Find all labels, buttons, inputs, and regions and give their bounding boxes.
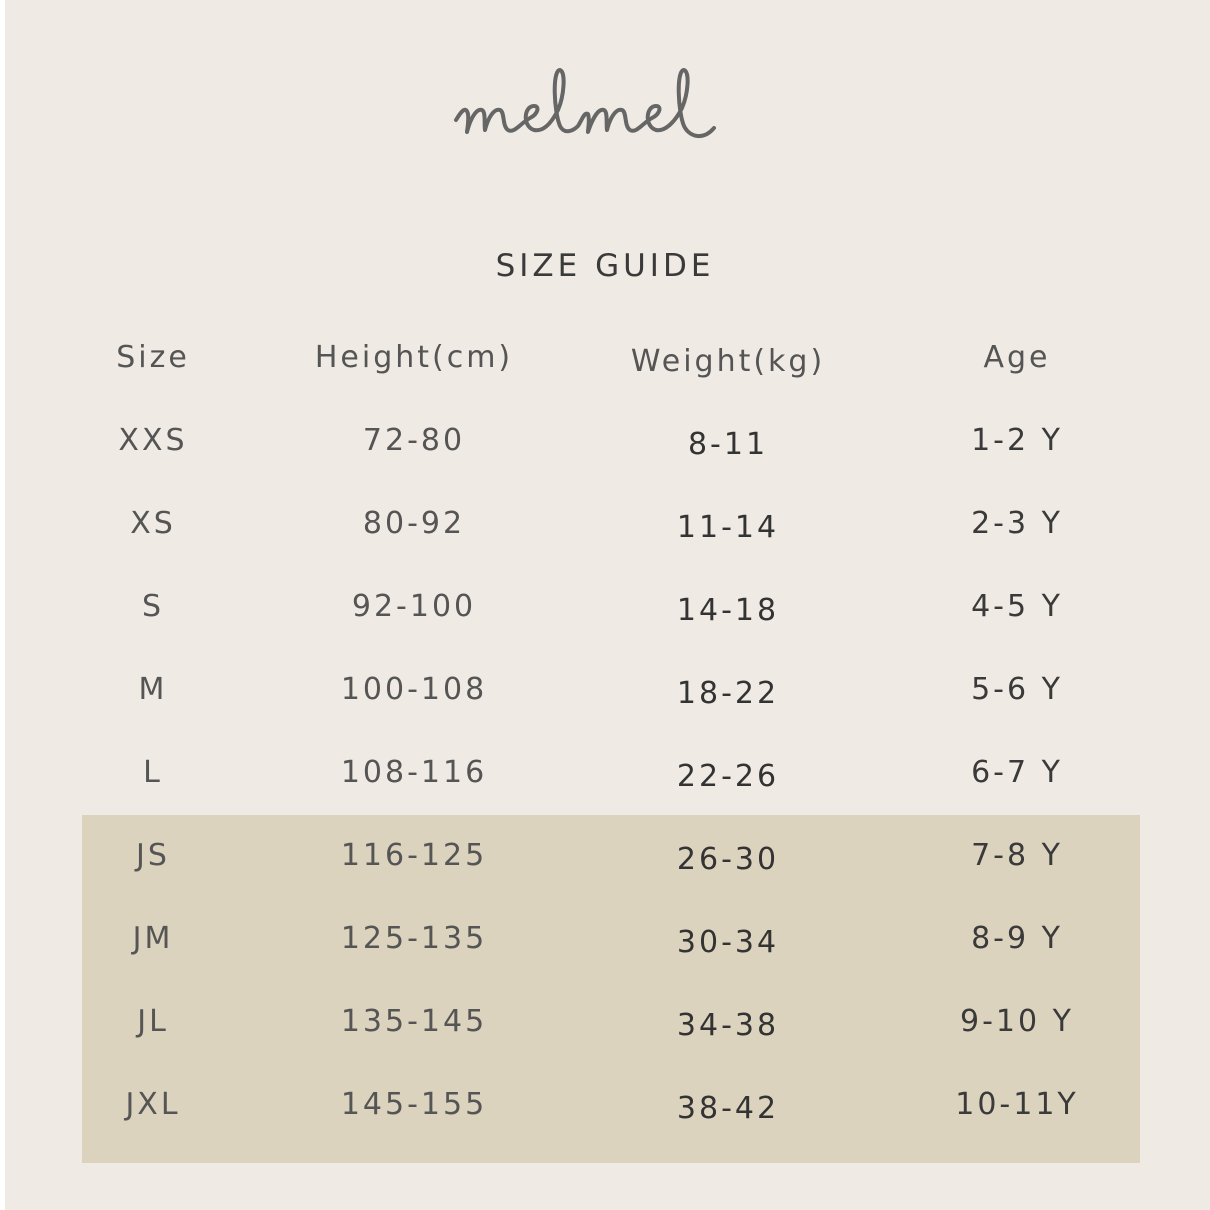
cell-size: M bbox=[138, 672, 168, 707]
cell-weight: 18-22 bbox=[676, 676, 780, 711]
cell-age: 2-3 Y bbox=[971, 506, 1063, 541]
cell-size: JL bbox=[137, 1004, 169, 1039]
cell-weight: 14-18 bbox=[676, 593, 780, 628]
cell-weight: 34-38 bbox=[676, 1008, 780, 1043]
header-age: Age bbox=[983, 340, 1051, 375]
page-title: SIZE GUIDE bbox=[495, 248, 715, 284]
cell-age: 1-2 Y bbox=[971, 423, 1063, 458]
cell-age: 9-10 Y bbox=[960, 1004, 1074, 1039]
melmel-logo bbox=[454, 68, 716, 138]
header-size: Size bbox=[116, 340, 190, 375]
cell-age: 6-7 Y bbox=[971, 755, 1063, 790]
cell-size: L bbox=[143, 755, 163, 790]
cell-weight: 22-26 bbox=[676, 759, 780, 794]
cell-age: 5-6 Y bbox=[971, 672, 1063, 707]
cell-height: 108-116 bbox=[340, 755, 488, 790]
cell-weight: 8-11 bbox=[687, 427, 769, 462]
cell-age: 8-9 Y bbox=[971, 921, 1063, 956]
cell-weight: 26-30 bbox=[676, 842, 780, 877]
cell-size: S bbox=[141, 589, 165, 624]
header-height: Height(cm) bbox=[314, 340, 514, 375]
junior-sizes-highlight bbox=[82, 815, 1140, 1163]
cell-size: JM bbox=[132, 921, 174, 956]
cell-height: 125-135 bbox=[340, 921, 488, 956]
cell-weight: 30-34 bbox=[676, 925, 780, 960]
cell-age: 7-8 Y bbox=[971, 838, 1063, 873]
cell-size: XS bbox=[130, 506, 176, 541]
cell-height: 80-92 bbox=[362, 506, 466, 541]
cell-height: 92-100 bbox=[351, 589, 477, 624]
cell-age: 10-11Y bbox=[955, 1087, 1079, 1122]
cell-age: 4-5 Y bbox=[971, 589, 1063, 624]
cell-height: 72-80 bbox=[362, 423, 466, 458]
header-weight: Weight(kg) bbox=[630, 344, 826, 379]
cell-weight: 11-14 bbox=[676, 510, 780, 545]
cell-size: XXS bbox=[118, 423, 188, 458]
cell-size: JXL bbox=[125, 1087, 181, 1122]
cell-size: JS bbox=[136, 838, 170, 873]
cell-height: 135-145 bbox=[340, 1004, 488, 1039]
cell-height: 100-108 bbox=[340, 672, 488, 707]
cell-height: 116-125 bbox=[340, 838, 488, 873]
cell-height: 145-155 bbox=[340, 1087, 488, 1122]
cell-weight: 38-42 bbox=[676, 1091, 780, 1126]
